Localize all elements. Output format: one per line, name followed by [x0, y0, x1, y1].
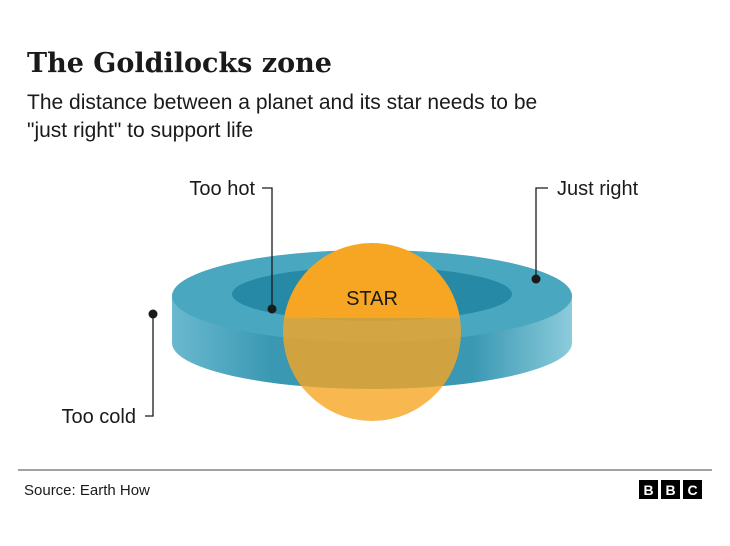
- label-too-cold: Too cold: [62, 406, 137, 428]
- logo-box: [639, 480, 658, 499]
- logo-letter: B: [643, 482, 653, 498]
- logo-box: [683, 480, 702, 499]
- subtitle-line: The distance between a planet and its st…: [27, 91, 537, 114]
- source: Source: Earth How: [24, 482, 150, 499]
- leader-line: [262, 187, 273, 309]
- star: STAR: [283, 243, 461, 421]
- logo-letter: B: [665, 482, 675, 498]
- label-too-hot: Too hot: [189, 178, 255, 200]
- star-label: STAR: [346, 288, 398, 310]
- label-just-right: Just right: [557, 178, 639, 200]
- logo-box: [661, 480, 680, 499]
- leader-dot: [148, 309, 158, 319]
- subtitle-line: "just right" to support life: [27, 119, 253, 142]
- logo: B B C: [639, 480, 702, 499]
- leader-line: [145, 314, 154, 417]
- leaders: [145, 187, 548, 417]
- leader-dot: [267, 304, 277, 314]
- leader-dot: [531, 274, 541, 284]
- logo-letter: C: [687, 482, 697, 498]
- star-upper: [284, 243, 460, 318]
- leader-line: [535, 187, 548, 279]
- star-lower: [283, 318, 461, 421]
- title: The Goldilocks zone: [27, 48, 332, 79]
